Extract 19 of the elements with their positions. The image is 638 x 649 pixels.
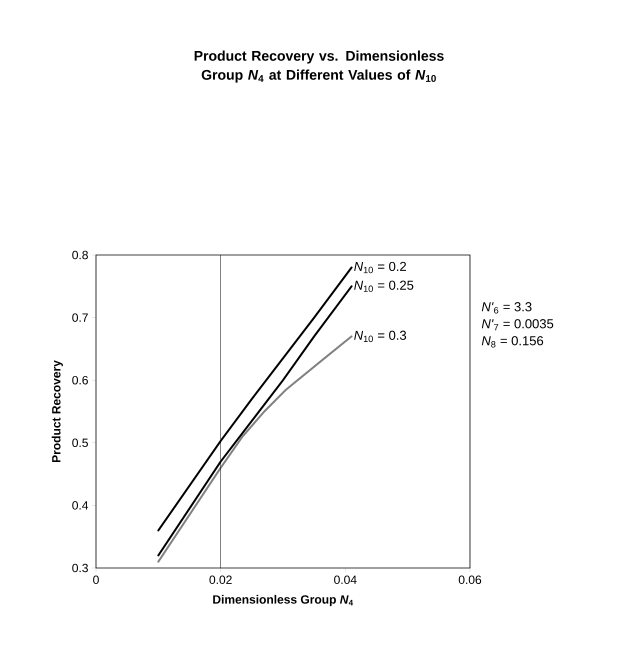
y-axis-title: Product Recovery [52, 360, 63, 462]
text: N$_{8}$ = 0.156 [482, 336, 544, 348]
x-tick-label: 0.06 [458, 576, 482, 584]
series-label: N$_{10}$ = 0.3 [354, 330, 406, 342]
y-tick-label: 0.8 [72, 250, 88, 260]
text: N'$_{7}$ = 0.0035 [482, 319, 554, 330]
x-tick-label: 0 [93, 576, 99, 584]
y-tick-label: 0.3 [72, 564, 88, 572]
y-tick-label: 0.4 [72, 501, 88, 510]
x-tick-label: 0.02 [209, 576, 232, 584]
series-label: N$_{10}$ = 0.2 [354, 262, 406, 274]
y-tick-label: 0.5 [72, 438, 88, 448]
series-label: N$_{10}$ = 0.25 [354, 280, 414, 292]
x-tick-label: 0.04 [334, 576, 357, 584]
text: N'$_{6}$ = 3.3 [482, 302, 532, 314]
chart-title: Product Recovery vs. Dimensionless Group N$_{4}$ at Different Values of N$_{10}$ [194, 50, 444, 83]
x-axis-title: Dimensionless Group N$_{4}$ [213, 594, 354, 606]
y-tick-label: 0.6 [72, 376, 88, 384]
y-tick-label: 0.7 [72, 313, 88, 322]
